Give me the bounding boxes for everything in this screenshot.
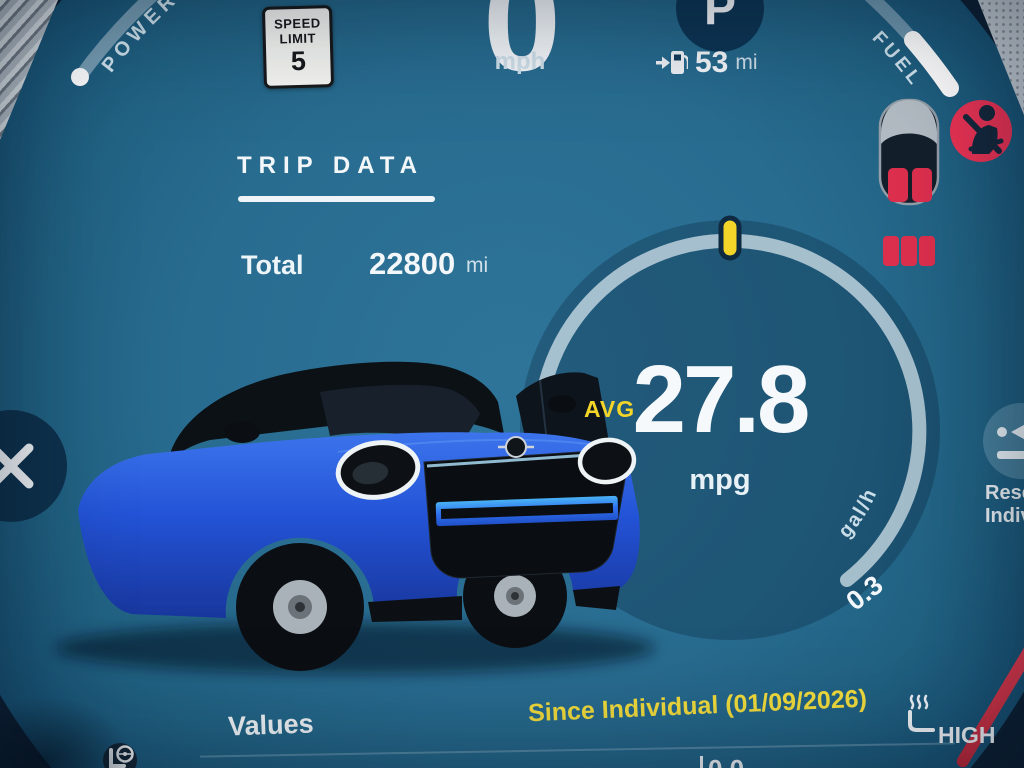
speed-value: 0 (483, 0, 561, 100)
fuel-range: 53 mi (656, 46, 758, 80)
wheel-front-left (236, 543, 364, 671)
seat-heater-icon (908, 694, 935, 732)
range-value: 53 (695, 46, 729, 79)
speed-unit: mph (494, 48, 546, 75)
values-section-label: Values (227, 708, 315, 742)
trip-total-unit: mi (466, 254, 489, 277)
power-arc: POWER (71, 0, 178, 86)
trip-data-underline (238, 196, 435, 202)
cut-off-row-tick (700, 756, 703, 768)
reset-label-line2: Individual (985, 505, 1024, 527)
fuel-level-bar (904, 31, 959, 97)
trip-data-title: TRIP DATA (237, 152, 424, 179)
vehicle-illustration (55, 361, 655, 674)
trip-total-value: 22800 (369, 246, 456, 281)
gauge-marker (718, 215, 742, 261)
fuel-arc: FUEL (864, 0, 959, 97)
reset-label-line1: Reset (985, 482, 1024, 504)
cut-off-row-value: 0.0 (708, 754, 744, 768)
fuel-pump-icon (656, 51, 688, 74)
headlight-left (335, 440, 421, 500)
reset-button-label: Reset Individual (985, 482, 1024, 528)
speed-limit-value: 5 (290, 45, 307, 77)
gear-indicator: P (703, 0, 736, 35)
gauge-band (539, 233, 927, 587)
reset-icon (997, 424, 1024, 459)
brand-logo (498, 436, 534, 458)
close-icon (0, 443, 34, 489)
trip-total-label: Total (241, 250, 304, 280)
vehicle-seats-icon (878, 98, 940, 266)
headlight-right (577, 437, 637, 485)
avg-value: 27.8 (632, 346, 811, 453)
seat-heater-level: HIGH (938, 722, 996, 748)
speed-limit-sign: SPEED LIMIT 5 (261, 5, 335, 89)
range-unit: mi (735, 51, 758, 74)
speed-limit-line1: SPEED (273, 15, 321, 32)
power-zero-dot (71, 68, 89, 86)
avg-label: AVG (584, 396, 636, 422)
seatbelt-warning-icon (950, 100, 1012, 162)
avg-unit: mpg (689, 464, 751, 496)
speed-limit-line2: LIMIT (279, 30, 317, 47)
